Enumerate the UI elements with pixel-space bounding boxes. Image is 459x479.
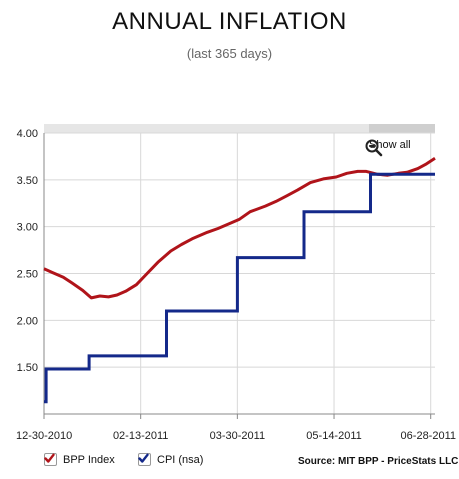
legend-label-cpi: CPI (nsa) — [157, 453, 204, 466]
legend-item-cpi[interactable]: CPI (nsa) — [138, 453, 203, 466]
y-tick-label: 3.50 — [17, 175, 38, 187]
show-all-label: Show all — [369, 139, 411, 151]
checkmark-icon — [138, 453, 149, 463]
checkbox-bpp[interactable] — [44, 453, 57, 466]
x-tick-label: 03-30-2011 — [210, 430, 265, 442]
x-tick-label: 06-28-2011 — [401, 430, 456, 442]
y-tick-label: 2.00 — [17, 315, 38, 327]
series-group — [43, 157, 436, 404]
legend-label-bpp: BPP Index — [63, 453, 115, 466]
y-tick-label: 2.50 — [17, 269, 38, 281]
x-tick-label: 12-30-2010 — [16, 430, 72, 442]
show-all-button[interactable]: Show all — [365, 139, 411, 157]
checkmark-icon — [44, 453, 55, 463]
y-tick-label: 1.50 — [17, 362, 38, 374]
series-line-bpp-index[interactable] — [43, 157, 436, 300]
y-tick-label: 4.00 — [17, 128, 38, 140]
source-credit: Source: MIT BPP - PriceStats LLC — [298, 456, 459, 467]
chart-subtitle: (last 365 days) — [186, 46, 273, 61]
zoom-out-icon — [365, 139, 383, 157]
x-tick-label: 02-13-2011 — [113, 430, 168, 442]
y-tick-label: 3.00 — [17, 222, 38, 234]
series-line-cpi[interactable] — [44, 172, 435, 404]
x-tick-label: 05-14-2011 — [306, 430, 361, 442]
chart-title: ANNUAL INFLATION — [112, 8, 347, 35]
range-scroll-thumb[interactable] — [369, 124, 435, 133]
checkbox-cpi[interactable] — [138, 453, 151, 466]
y-axis: 4.00 3.50 3.00 2.50 2.00 1.50 — [17, 128, 38, 374]
x-axis: 12-30-2010 02-13-2011 03-30-2011 05-14-2011… — [16, 414, 456, 442]
range-scroll-track[interactable] — [44, 124, 435, 133]
legend-item-bpp[interactable]: BPP Index — [44, 453, 115, 466]
